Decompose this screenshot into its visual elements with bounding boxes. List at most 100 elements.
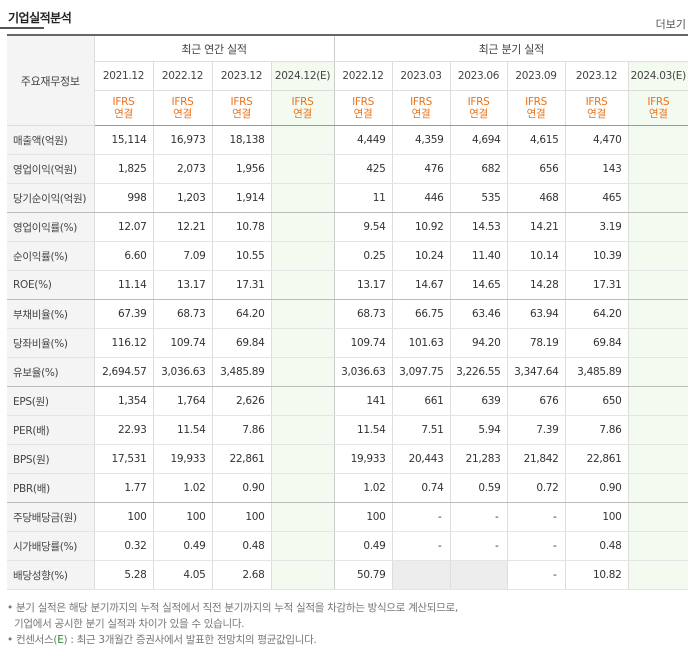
table-cell (270, 241, 335, 271)
table-cell (627, 444, 689, 474)
row-label: PBR(배) (7, 473, 94, 503)
table-cell: 425 (333, 154, 393, 184)
row-label: ROE(%) (7, 270, 94, 300)
ifrs-header: IFRS 연결 (93, 90, 153, 126)
table-cell: 1.02 (333, 473, 393, 503)
ifrs-label: IFRS (112, 96, 135, 108)
table-cell: 4,470 (564, 125, 629, 155)
table-cell: 1,764 (152, 386, 212, 416)
consolidated-label: 연결 (469, 108, 488, 120)
quarterly-group-header: 최근 분기 실적 (333, 34, 689, 62)
table-cell: 22,861 (564, 444, 629, 474)
table-cell (627, 241, 689, 271)
table-cell: 11.54 (152, 415, 212, 445)
table-cell: 100 (564, 502, 629, 532)
table-cell: 3,485.89 (564, 357, 629, 387)
consolidated-label: 연결 (411, 108, 431, 120)
table-cell: 3,347.64 (506, 357, 566, 387)
table-cell: 78.19 (506, 328, 566, 358)
table-row: 주당배당금(원) 100 100 100 100- - -100 (7, 502, 689, 532)
table-cell: 476 (391, 154, 451, 184)
ifrs-label: IFRS (230, 96, 253, 108)
table-cell: 67.39 (93, 299, 153, 329)
consolidated-label: 연결 (232, 108, 251, 120)
table-cell (627, 560, 689, 590)
table-cell (270, 299, 335, 329)
table-cell: 68.73 (152, 299, 212, 329)
row-label: 시가배당률(%) (7, 531, 94, 561)
table-cell (627, 415, 689, 445)
table-cell: 0.90 (211, 473, 271, 503)
ifrs-label: IFRS (525, 96, 547, 108)
table-row: 배당성향(%) 5.28 4.05 2.68 50.79 -10.82 (7, 560, 689, 590)
table-row: BPS(원) 17,531 19,933 22,861 19,933 20,443 21,2… (7, 444, 689, 474)
table-cell (270, 473, 335, 503)
table-cell: 656 (506, 154, 566, 184)
table-cell: 2,626 (211, 386, 271, 416)
table-cell: 63.94 (506, 299, 566, 329)
table-cell (627, 357, 689, 387)
table-cell: 11.54 (333, 415, 393, 445)
table-cell: 1,354 (93, 386, 153, 416)
table-cell: 3.19 (564, 212, 629, 242)
table-cell: 639 (449, 386, 508, 416)
table-cell (270, 212, 335, 242)
table-cell: 14.67 (391, 270, 451, 300)
table-cell: 109.74 (333, 328, 393, 358)
table-cell: 998 (93, 183, 153, 213)
row-label: PER(배) (7, 415, 94, 445)
table-cell: 100 (152, 502, 212, 532)
table-cell: 9.54 (333, 212, 393, 242)
period-header: 2023.06 (449, 61, 508, 91)
table-cell: 2,073 (152, 154, 212, 184)
table-cell: - (506, 531, 566, 561)
row-label: EPS(원) (7, 386, 94, 416)
table-cell: 7.51 (391, 415, 451, 445)
table-cell: 15,114 (93, 125, 153, 155)
row-label: 주당배당금(원) (7, 502, 94, 532)
table-cell: - (506, 560, 566, 590)
table-cell: 3,036.63 (152, 357, 212, 387)
table-cell: 66.75 (391, 299, 451, 329)
period-header: 2022.12 (333, 61, 393, 91)
table-cell: 14.28 (506, 270, 566, 300)
row-label: 당좌비율(%) (7, 328, 94, 358)
table-row: 부채비율(%) 67.39 68.73 64.20 68.73 66.75 63.46 63.… (7, 299, 689, 329)
table-cell: 100 (93, 502, 153, 532)
consolidated-label: 연결 (526, 108, 546, 120)
table-cell: - (391, 502, 451, 532)
table-cell: - (391, 531, 451, 561)
table-cell: 0.49 (333, 531, 393, 561)
ifrs-header: IFRS 연결 (564, 90, 629, 126)
table-cell: 1,825 (93, 154, 153, 184)
table-cell: 69.84 (564, 328, 629, 358)
ifrs-header: IFRS 연결 (449, 90, 508, 126)
table-cell: 468 (506, 183, 566, 213)
table-cell: 64.20 (564, 299, 629, 329)
period-header: 2023.09 (506, 61, 566, 91)
table-cell: 465 (564, 183, 629, 213)
row-label: 순이익률(%) (7, 241, 94, 271)
table-cell: 10.82 (564, 560, 629, 590)
table-cell: 4,449 (333, 125, 393, 155)
table-cell: 3,226.55 (449, 357, 508, 387)
table-cell: 0.72 (506, 473, 566, 503)
table-cell: 116.12 (93, 328, 153, 358)
more-link[interactable]: 더보기 (655, 18, 686, 31)
table-row: 순이익률(%) 6.60 7.09 10.55 0.25 10.24 11.40 10.14 1… (7, 241, 689, 271)
table-cell: 1.77 (93, 473, 153, 503)
table-row: 매출액(억원) 15,114 16,973 18,138 4,449 4,359 4,694… (7, 125, 689, 155)
table-cell: 0.74 (391, 473, 451, 503)
table-cell (270, 386, 335, 416)
table-cell: 50.79 (333, 560, 393, 590)
ifrs-label: IFRS (352, 96, 374, 108)
ifrs-header: IFRS 연결 (506, 90, 566, 126)
ifrs-label: IFRS (585, 96, 608, 108)
table-cell: 12.07 (93, 212, 153, 242)
table-cell: 3,097.75 (391, 357, 451, 387)
ifrs-label: IFRS (410, 96, 432, 108)
table-row: PBR(배) 1.77 1.02 0.90 1.02 0.74 0.59 0.72 0.90 (7, 473, 689, 503)
table-cell: 21,283 (449, 444, 508, 474)
table-cell: 68.73 (333, 299, 393, 329)
table-cell: 22,861 (211, 444, 271, 474)
